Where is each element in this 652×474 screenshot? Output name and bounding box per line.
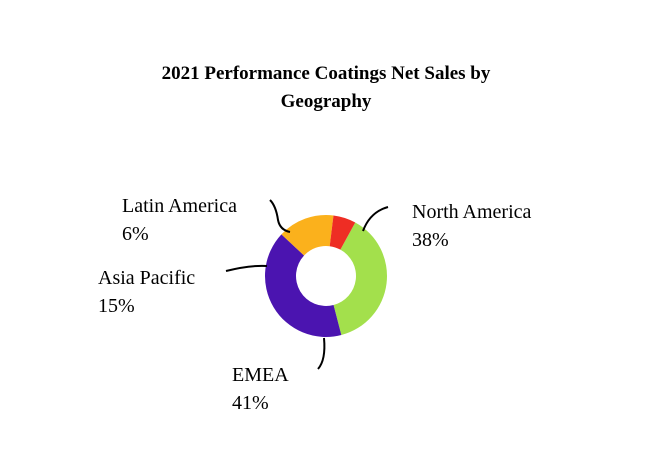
slice-percent-asia-pacific: 15% — [98, 295, 135, 317]
leader-line-asia-pacific — [225, 264, 268, 272]
slice-percent-north-america: 38% — [412, 229, 449, 251]
slice-asia-pacific — [281, 215, 334, 256]
slice-latin-america — [329, 215, 356, 250]
chart-title: 2021 Performance Coatings Net Sales by G… — [100, 60, 552, 116]
slice-emea — [264, 234, 342, 337]
chart-title-line-1: 2021 Performance Coatings Net Sales by — [161, 63, 491, 84]
chart-title-line-2: Geography — [280, 91, 372, 112]
slices-group — [264, 215, 387, 337]
leader-line-north-america — [362, 206, 389, 232]
slice-label-latin-america: Latin America — [122, 195, 237, 217]
slice-north-america — [333, 222, 387, 336]
slice-label-asia-pacific: Asia Pacific — [98, 267, 195, 289]
slice-percent-emea: 41% — [232, 392, 269, 414]
slice-percent-latin-america: 6% — [122, 223, 149, 245]
leader-line-emea — [317, 337, 326, 370]
leader-line-latin-america — [269, 199, 291, 233]
slice-label-emea: EMEA — [232, 364, 289, 386]
slice-label-north-america: North America — [412, 201, 532, 223]
